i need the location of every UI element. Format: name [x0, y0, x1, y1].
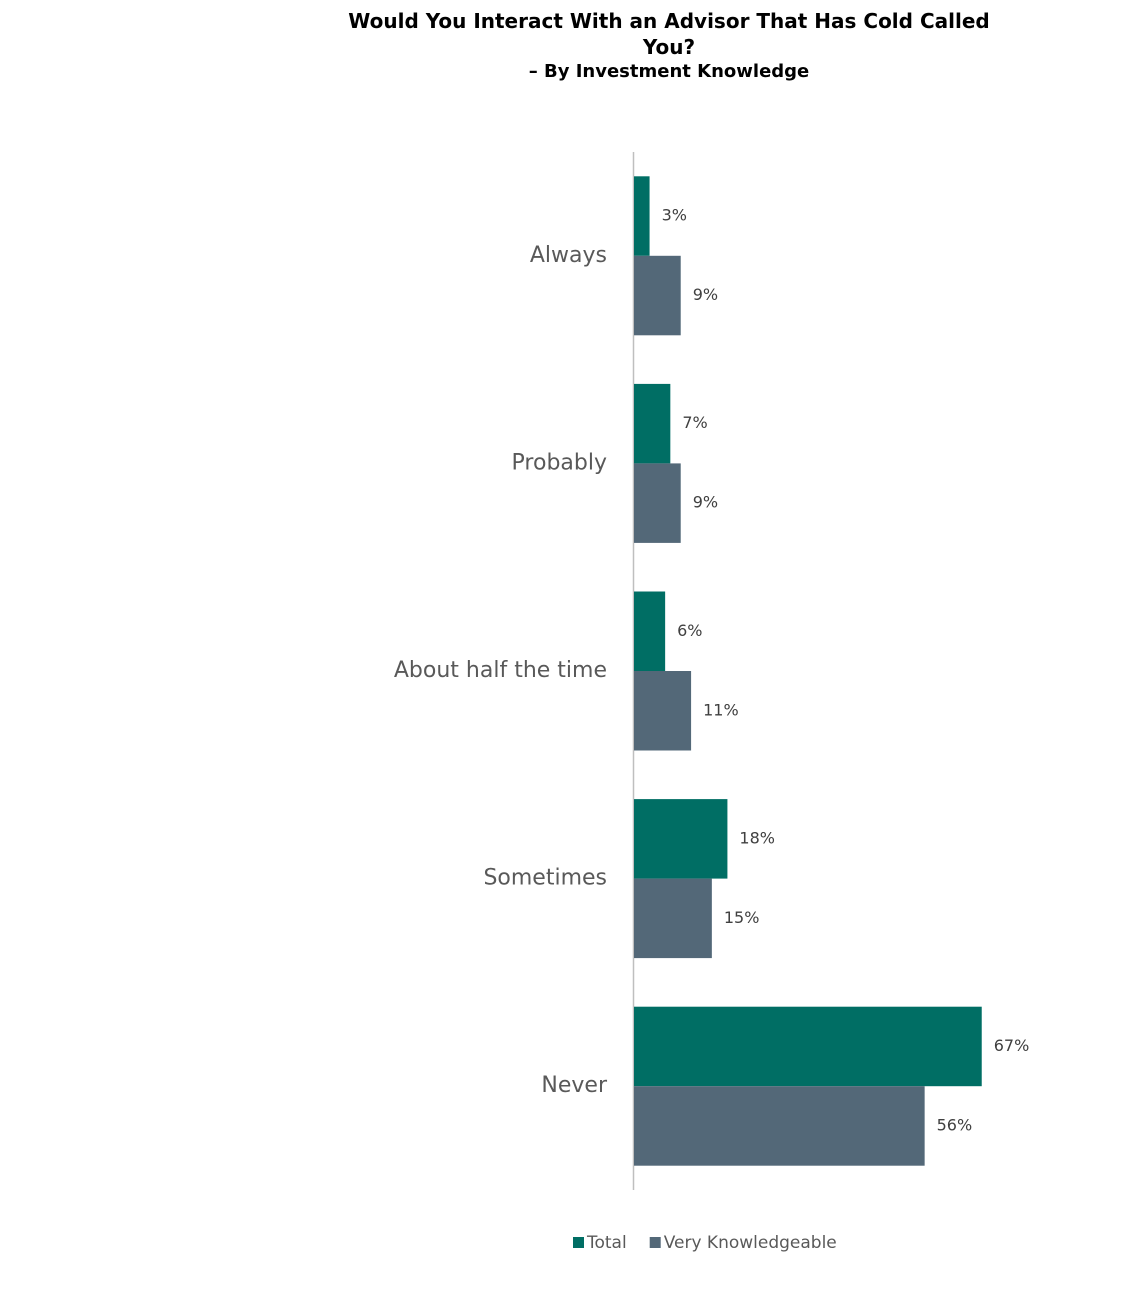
bar: [634, 1086, 925, 1166]
data-label: 9%: [693, 285, 718, 304]
legend-label: Very Knowledgeable: [664, 1233, 837, 1253]
bar: [634, 591, 666, 671]
data-label: 67%: [994, 1036, 1030, 1055]
y-tick-label: Never: [541, 1073, 608, 1098]
bar: [634, 255, 681, 336]
y-tick-label: Always: [530, 243, 607, 268]
y-tick-label: About half the time: [394, 658, 607, 683]
chart-subtitle: – By Investment Knowledge: [528, 61, 810, 82]
bar: [634, 671, 692, 751]
legend-swatch: [649, 1237, 661, 1248]
data-label: 3%: [662, 206, 687, 225]
bar: [634, 176, 650, 256]
legend-label: Total: [586, 1233, 627, 1253]
data-label: 56%: [937, 1115, 973, 1134]
bar: [634, 383, 671, 464]
data-label: 6%: [677, 621, 702, 640]
bar: [634, 1006, 982, 1087]
data-label: 7%: [682, 413, 707, 432]
data-label: 15%: [724, 908, 760, 927]
bar: [634, 799, 728, 879]
bar: [634, 878, 712, 959]
y-tick-label: Probably: [512, 450, 607, 475]
chart-title: Would You Interact With an Advisor That …: [348, 9, 990, 59]
data-label: 9%: [693, 493, 718, 512]
data-label: 18%: [739, 828, 775, 847]
data-label: 11%: [703, 700, 739, 719]
legend-swatch: [573, 1237, 584, 1248]
bar: [634, 463, 681, 543]
y-tick-label: Sometimes: [483, 866, 607, 891]
